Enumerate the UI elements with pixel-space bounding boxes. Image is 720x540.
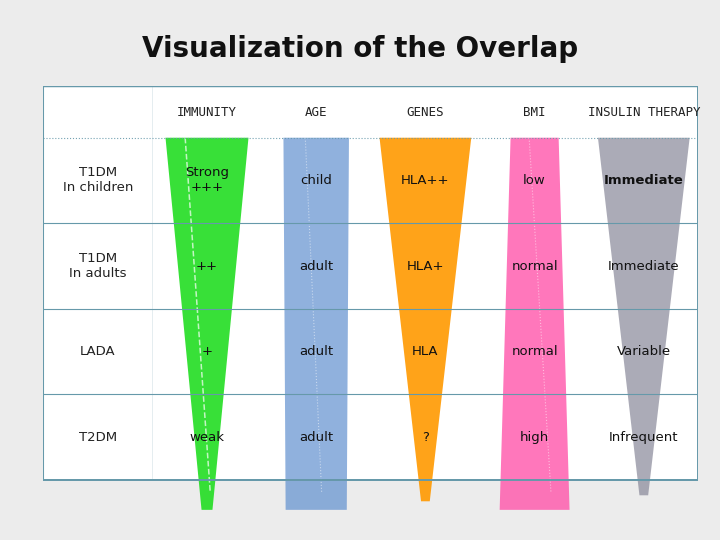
Text: child: child bbox=[300, 174, 332, 187]
Text: Variable: Variable bbox=[617, 345, 671, 358]
FancyBboxPatch shape bbox=[43, 86, 698, 480]
Text: AGE: AGE bbox=[305, 105, 328, 119]
Text: HLA: HLA bbox=[412, 345, 438, 358]
Text: ?: ? bbox=[422, 430, 429, 444]
Text: normal: normal bbox=[511, 345, 558, 358]
Text: ++: ++ bbox=[196, 260, 218, 273]
Polygon shape bbox=[598, 138, 690, 495]
Text: HLA++: HLA++ bbox=[401, 174, 450, 187]
Text: Immediate: Immediate bbox=[608, 260, 680, 273]
Text: BMI: BMI bbox=[523, 105, 546, 119]
Text: HLA+: HLA+ bbox=[407, 260, 444, 273]
Text: +: + bbox=[202, 345, 212, 358]
Polygon shape bbox=[166, 138, 248, 510]
Polygon shape bbox=[379, 138, 472, 501]
Polygon shape bbox=[500, 138, 570, 510]
Text: low: low bbox=[523, 174, 546, 187]
Text: GENES: GENES bbox=[407, 105, 444, 119]
Text: T2DM: T2DM bbox=[78, 430, 117, 444]
Text: normal: normal bbox=[511, 260, 558, 273]
Text: Strong
+++: Strong +++ bbox=[185, 166, 229, 194]
Text: adult: adult bbox=[299, 260, 333, 273]
Text: weak: weak bbox=[189, 430, 225, 444]
Text: Visualization of the Overlap: Visualization of the Overlap bbox=[142, 35, 578, 63]
Text: T1DM
In children: T1DM In children bbox=[63, 166, 133, 194]
Text: Immediate: Immediate bbox=[604, 174, 684, 187]
Polygon shape bbox=[284, 138, 349, 510]
Text: Infrequent: Infrequent bbox=[609, 430, 678, 444]
Text: INSULIN THERAPY: INSULIN THERAPY bbox=[588, 105, 700, 119]
Text: IMMUNITY: IMMUNITY bbox=[177, 105, 237, 119]
Text: high: high bbox=[520, 430, 549, 444]
Text: adult: adult bbox=[299, 345, 333, 358]
Text: T1DM
In adults: T1DM In adults bbox=[69, 252, 127, 280]
Text: adult: adult bbox=[299, 430, 333, 444]
Text: LADA: LADA bbox=[80, 345, 116, 358]
